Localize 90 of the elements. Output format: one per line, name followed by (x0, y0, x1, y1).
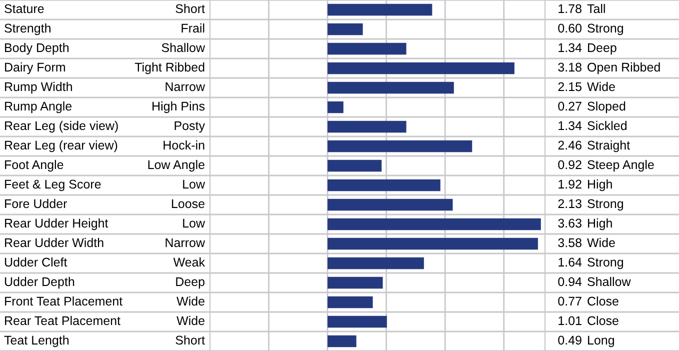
y-tick-label: Rear Leg (rear view) (5, 140, 118, 152)
text: Narrow (166, 82, 206, 92)
data-label: 0.49 (558, 336, 582, 345)
text: Steep Angle (588, 160, 654, 172)
text: Low (183, 218, 206, 228)
y-tick-label: Udder Depth (4, 276, 74, 289)
y-tick-label: Foot Angle (5, 160, 64, 172)
y-tick-label: Rear Udder Width (5, 238, 104, 248)
text: Sloped (588, 101, 626, 114)
data-label: 3.18 (558, 62, 582, 72)
text: Tight Ribbed (134, 62, 204, 74)
bar (328, 335, 356, 348)
bar (328, 62, 514, 74)
bar (328, 198, 453, 211)
text: Close (588, 316, 618, 326)
data-label: 2.13 (558, 199, 582, 208)
data-label: 1.78 (558, 4, 582, 14)
data-label: 3.58 (558, 238, 582, 248)
bar (328, 179, 440, 192)
bar (328, 160, 382, 172)
bar (328, 101, 344, 114)
bar (328, 296, 373, 308)
data-label: 0.94 (558, 277, 582, 286)
text: Low (183, 180, 206, 189)
bar (328, 140, 472, 152)
data-label: 1.92 (558, 180, 582, 189)
text: Wide (176, 316, 204, 326)
y-tick-label: Stature (4, 4, 44, 14)
text: Long (588, 336, 614, 348)
text: High (588, 179, 612, 192)
text: Short (176, 4, 205, 14)
y-tick-label: Rear Leg (side view) (5, 120, 118, 133)
text: Close (588, 296, 618, 306)
bar (328, 42, 406, 55)
bar (328, 218, 541, 230)
text: Tall (587, 4, 605, 14)
text: High Pins (152, 101, 205, 114)
bar (328, 82, 454, 94)
text: Low Angle (148, 160, 204, 172)
text: Strong (588, 24, 624, 36)
data-label: 2.46 (558, 140, 582, 150)
text: Hock-in (164, 140, 204, 150)
y-tick-label: Feet & Leg Score (5, 180, 101, 192)
bar (328, 4, 432, 16)
text: Sickled (588, 120, 626, 130)
data-label: 3.63 (558, 218, 582, 228)
data-label: 2.15 (558, 82, 582, 92)
text: Shallow (588, 276, 631, 286)
bar (328, 120, 406, 133)
text: Deep (588, 43, 616, 55)
text: Short (176, 335, 205, 345)
text: Posty (174, 121, 205, 133)
text: Loose (172, 199, 204, 208)
y-tick-label: Rear Teat Placement (5, 316, 120, 326)
y-tick-label: Front Teat Placement (5, 296, 122, 306)
data-label: 1.01 (558, 316, 582, 326)
bar (328, 257, 424, 270)
data-label: 0.60 (558, 24, 582, 33)
data-label: 0.27 (558, 102, 582, 111)
text: Wide (176, 296, 204, 306)
text: Straight (588, 140, 630, 152)
text: Wide (587, 82, 615, 92)
bar (328, 276, 383, 289)
y-tick-label: Strength (4, 23, 50, 36)
data-label: 1.34 (558, 43, 582, 52)
bar (328, 316, 387, 328)
y-tick-label: Rump Angle (5, 101, 72, 114)
y-tick-label: Body Depth (5, 42, 69, 55)
text: Open Ribbed (588, 62, 660, 74)
text: Frail (182, 23, 204, 33)
bar (328, 238, 538, 250)
data-label: 1.34 (558, 121, 582, 130)
bar (328, 23, 363, 36)
text: Strong (588, 258, 624, 270)
text: Wide (587, 238, 615, 248)
data-label: 1.64 (558, 258, 582, 267)
text: Strong (588, 199, 624, 211)
data-label: 0.77 (558, 296, 582, 306)
y-tick-label: Teat Length (4, 335, 69, 348)
text: Narrow (166, 238, 206, 248)
text: Weak (173, 257, 206, 267)
y-tick-label: Rump Width (5, 82, 72, 94)
y-tick-label: Fore Udder (5, 198, 68, 208)
text: High (588, 218, 612, 230)
data-label: 0.92 (558, 160, 582, 170)
y-tick-label: Rear Udder Height (5, 218, 108, 230)
y-tick-label: Udder Cleft (4, 257, 68, 267)
text: Shallow (162, 42, 206, 52)
text: Deep (176, 277, 204, 289)
y-tick-label: Dairy Form (5, 62, 65, 74)
